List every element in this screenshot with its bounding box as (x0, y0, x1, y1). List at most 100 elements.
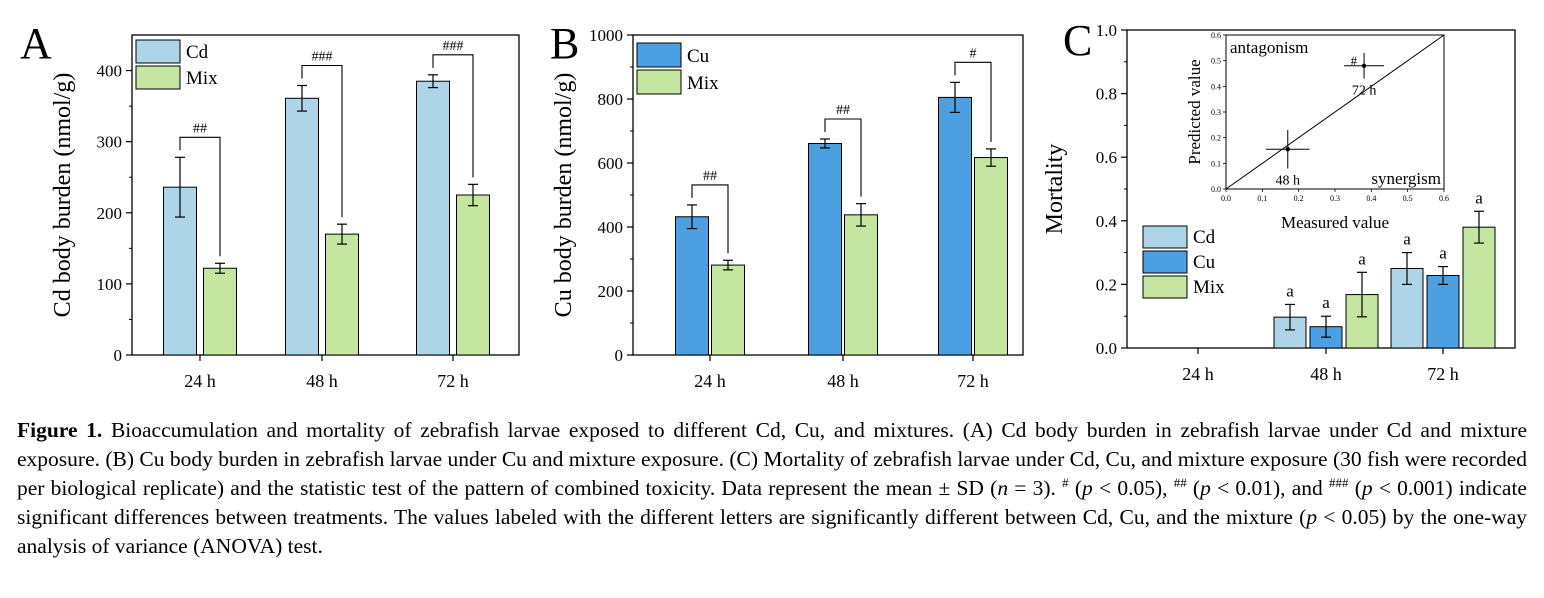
inset-x-tick-label: 0.1 (1257, 194, 1267, 203)
legend-swatch-cd (135, 39, 181, 64)
legend-label: Mix (687, 73, 719, 94)
significance-mark: # (970, 46, 977, 61)
y-tick-label: 0 (114, 346, 123, 365)
significance-mark: ## (703, 169, 717, 184)
inset-y-tick-label: 0.4 (1211, 82, 1221, 91)
panel-letter: C (1063, 16, 1092, 65)
panel-a: 0 100 200 300 400 Cd body burden (nmol/g) A 24 … (20, 19, 520, 391)
inset-chart: 0.00.0 0.1 0.1 0.2 0.2 0.3 0.3 0.4 0.4 0.5 0.5 0.6 0… (1185, 31, 1449, 232)
inset-region-label: synergism (1371, 169, 1441, 188)
significance-bracket (691, 184, 729, 254)
y-tick-label: 400 (97, 62, 123, 81)
significance-mark: ### (312, 49, 333, 64)
bar-letter: a (1322, 293, 1330, 312)
x-tick-label: 48 h (306, 371, 338, 391)
inset-point-label: 48 h (1276, 173, 1301, 188)
bar-mix (325, 233, 359, 356)
y-tick-label: 1.0 (1096, 21, 1117, 40)
significance-bracket (824, 118, 862, 197)
bar-cu (675, 216, 709, 356)
legend-label: Cu (1193, 252, 1216, 273)
y-tick-label: 0.8 (1096, 85, 1117, 104)
legend-swatch-mix (135, 65, 181, 90)
y-tick-label: 300 (97, 133, 123, 152)
bar-cd (416, 80, 450, 356)
bar-letter: a (1475, 188, 1483, 207)
legend-swatch-cu (636, 42, 682, 68)
bar-cd (285, 97, 319, 356)
inset-x-tick-label: 0.4 (1366, 194, 1376, 203)
legend: Cd Cu Mix (1142, 225, 1225, 299)
significance-mark: ## (193, 121, 207, 136)
figure-1: 0 100 200 300 400 Cd body burden (nmol/g) A 24 … (20, 16, 1516, 391)
y-tick-label: 0.4 (1096, 212, 1118, 231)
inset-x-tick-label: 0.0 (1221, 194, 1231, 203)
bar-letter: a (1403, 230, 1411, 249)
panel-letter: A (20, 19, 52, 68)
inset-x-axis-label: Measured value (1281, 213, 1389, 232)
significance-bracket (179, 136, 221, 257)
bar-mix (844, 214, 878, 356)
inset-x-tick-label: 0.5 (1403, 194, 1413, 203)
x-tick-label: 48 h (827, 371, 859, 391)
significance-bracket (432, 54, 474, 178)
inset-region-label: antagonism (1230, 38, 1308, 57)
panel-c: 0.0 0.2 0.4 0.6 0.8 1.0 Mortality C 24 h 48 h 72 h… (1042, 16, 1516, 384)
legend-swatch-mix (636, 69, 682, 95)
bar-mix (203, 267, 237, 356)
y-tick-label: 800 (598, 90, 624, 109)
y-tick-label: 0.0 (1096, 339, 1117, 358)
significance-mark: ## (836, 103, 850, 118)
figure-caption: Figure 1. Bioaccumulation and mortality … (17, 418, 1528, 558)
x-tick-label: 48 h (1310, 364, 1342, 384)
inset-y-axis-label: Predicted value (1185, 59, 1204, 164)
bar-letter: a (1358, 249, 1366, 268)
inset-significance-mark: # (1351, 53, 1358, 68)
inset-y-tick-label: 0.0 (1211, 185, 1221, 194)
y-tick-label: 200 (598, 282, 624, 301)
y-axis-label: Cu body burden (nmol/g) (551, 73, 577, 318)
significance-mark: ### (443, 39, 464, 54)
x-tick-label: 72 h (957, 371, 989, 391)
legend: Cu Mix (636, 42, 719, 95)
y-axis-label: Cd body burden (nmol/g) (50, 73, 76, 318)
legend-label: Mix (186, 68, 218, 89)
legend: Cd Mix (135, 39, 218, 90)
inset-x-tick-label: 0.6 (1439, 194, 1449, 203)
legend-swatch-cd (1142, 225, 1188, 249)
y-tick-label: 600 (598, 154, 624, 173)
inset-x-tick-label: 0.3 (1330, 194, 1340, 203)
inset-point (1285, 147, 1290, 152)
y-tick-label: 200 (97, 204, 123, 223)
bar-letter: a (1439, 244, 1447, 263)
y-tick-label: 0.6 (1096, 148, 1117, 167)
legend-swatch-mix (1142, 275, 1188, 299)
inset-point (1361, 63, 1367, 68)
y-tick-label: 100 (97, 275, 123, 294)
x-tick-label: 24 h (184, 371, 216, 391)
caption-label: Figure 1. (17, 418, 103, 442)
inset-y-tick-label: 0.5 (1211, 57, 1221, 66)
bar-cu (808, 142, 842, 356)
legend-label: Cd (1193, 227, 1216, 248)
y-tick-label: 0 (615, 346, 624, 365)
bar-mix (1462, 226, 1496, 349)
x-tick-label: 24 h (1182, 364, 1214, 384)
bar-cu (938, 96, 972, 356)
legend-label: Cu (687, 46, 710, 67)
y-tick-label: 400 (598, 218, 624, 237)
y-tick-label: 0.2 (1096, 275, 1117, 294)
inset-y-tick-label: 0.2 (1211, 134, 1221, 143)
y-axis-label: Mortality (1042, 144, 1068, 235)
bar-mix (974, 157, 1008, 356)
x-tick-label: 24 h (694, 371, 726, 391)
significance-bracket (954, 61, 992, 142)
bar-mix (456, 194, 490, 356)
inset-y-tick-label: 0.3 (1211, 108, 1221, 117)
inset-y-tick-label: 0.1 (1211, 159, 1221, 168)
panel-b: 0 200 400 600 800 1000 Cu body burden (nmol/g)… (550, 19, 1024, 391)
legend-label: Mix (1193, 277, 1225, 298)
y-tick-label: 1000 (589, 26, 623, 45)
bar-mix (711, 264, 745, 356)
inset-point-label: 72 h (1352, 84, 1377, 99)
